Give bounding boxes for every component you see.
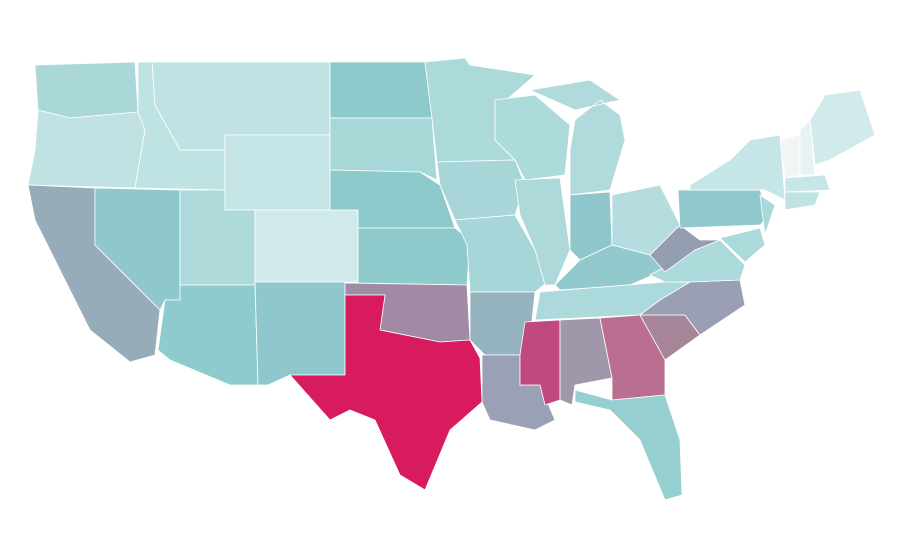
- region: [329, 117, 438, 181]
- region: [329, 61, 433, 119]
- region: [224, 134, 331, 211]
- region: [34, 61, 139, 119]
- region: [289, 294, 483, 491]
- region: [254, 209, 359, 283]
- region: [436, 159, 526, 221]
- region: [719, 227, 766, 263]
- region: [514, 177, 571, 286]
- region: [574, 389, 683, 501]
- region: [27, 109, 146, 189]
- region: [784, 174, 831, 193]
- region: [357, 227, 471, 286]
- region: [759, 194, 776, 236]
- region: [454, 214, 551, 293]
- region: [809, 89, 876, 166]
- region: [254, 281, 346, 386]
- region: [494, 94, 571, 181]
- region: [677, 189, 771, 229]
- region: [689, 134, 786, 201]
- region: [529, 79, 626, 196]
- region: [157, 284, 259, 386]
- region: [784, 191, 821, 211]
